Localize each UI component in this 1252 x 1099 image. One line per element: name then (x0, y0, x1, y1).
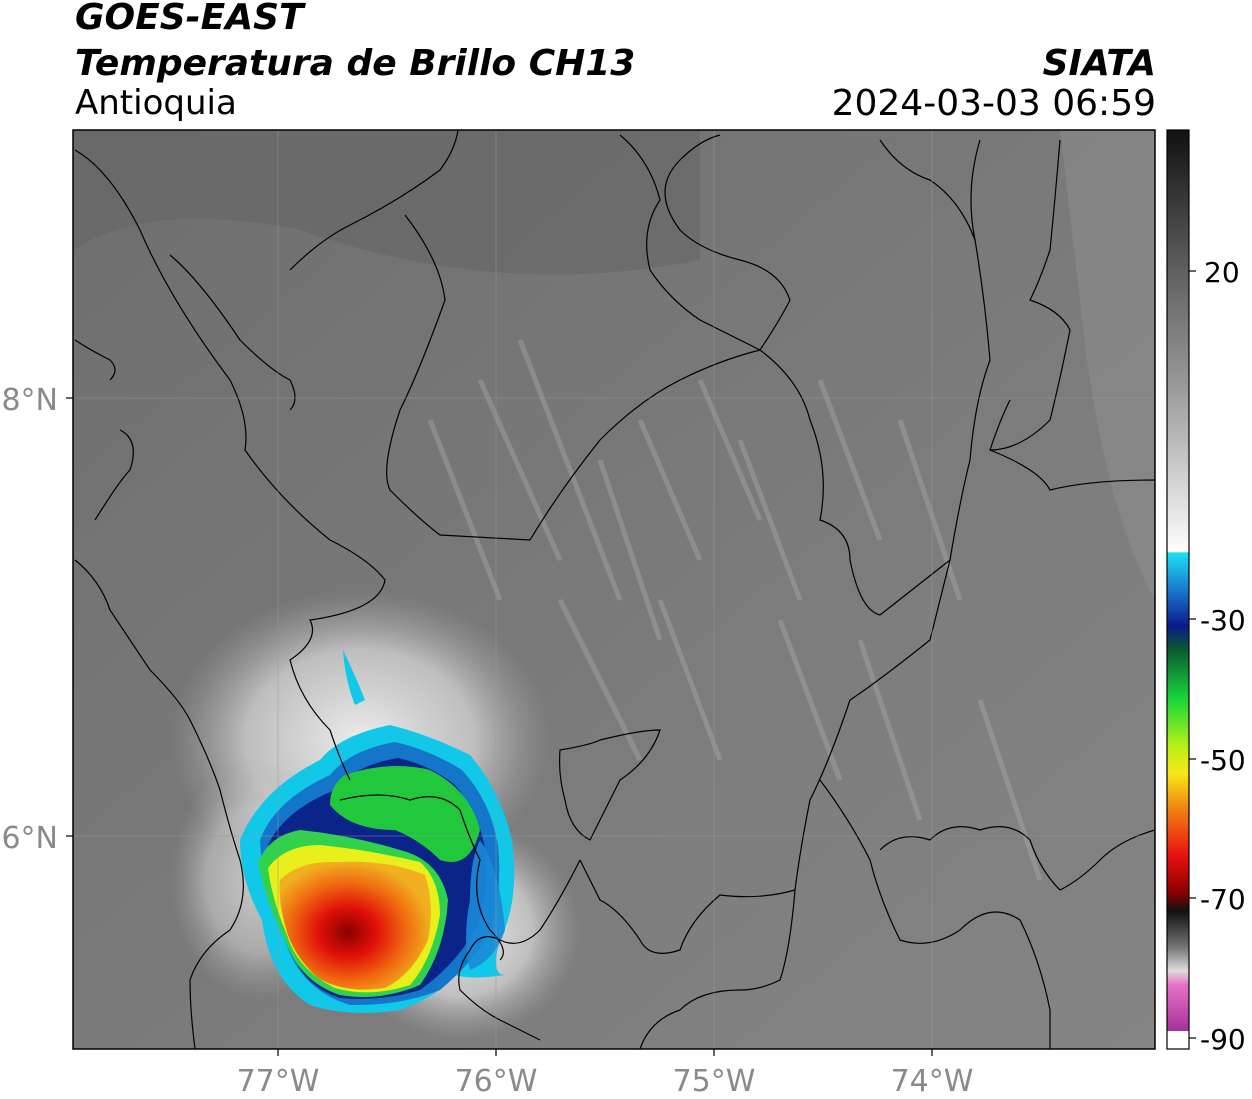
lon-tick-label: 77°W (237, 1064, 320, 1099)
map-frame (72, 129, 1156, 1050)
agency-label: SIATA (1042, 43, 1156, 84)
colorbar-tick-label: 20 (1204, 256, 1240, 289)
lat-tick-label: 6°N (1, 821, 58, 856)
lon-tick-label: 76°W (455, 1064, 538, 1099)
title-region: Antioquia (75, 83, 237, 123)
administrative-borders (74, 130, 1155, 1049)
colorbar-gradient (1167, 130, 1189, 1049)
title-satellite: GOES-EAST (75, 0, 304, 38)
lon-tick-label: 74°W (891, 1064, 974, 1099)
title-product: Temperatura de Brillo CH13 (75, 43, 636, 84)
storm-cell (240, 650, 515, 1014)
colorbar: 20 -30 -50 -70 -90 (1166, 129, 1246, 1056)
lat-tick-label: 8°N (1, 383, 58, 418)
cirrus-streaks (427, 339, 1043, 881)
lon-tick-label: 75°W (673, 1064, 756, 1099)
colorbar-tick-label: -70 (1200, 883, 1246, 916)
graticule (73, 130, 1155, 1049)
datetime-label: 2024-03-03 06:59 (831, 83, 1156, 124)
colorbar-tick-label: -50 (1200, 744, 1246, 777)
colorbar-tick-label: -90 (1200, 1023, 1246, 1056)
colorbar-tick-label: -30 (1200, 604, 1246, 637)
